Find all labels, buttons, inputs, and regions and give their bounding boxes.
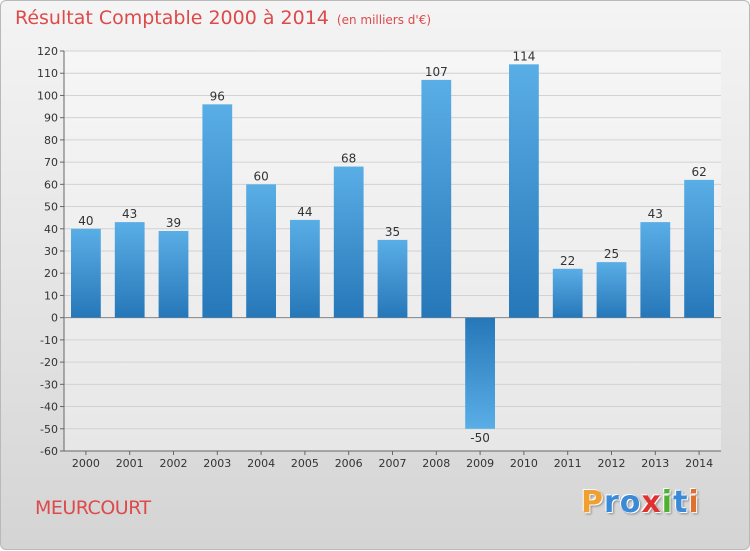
bar-2009 — [465, 317, 495, 429]
bar-value-label: 43 — [122, 207, 137, 221]
bar-value-label: 60 — [253, 169, 268, 183]
x-tick-label: 2006 — [335, 457, 363, 470]
bar-2004 — [246, 184, 276, 318]
y-tick-label: 120 — [37, 45, 58, 58]
x-tick-label: 2010 — [510, 457, 538, 470]
x-tick-label: 2012 — [598, 457, 626, 470]
logo-letter: i — [688, 485, 700, 520]
y-tick-label: 100 — [37, 89, 58, 102]
logo-letter: i — [661, 485, 674, 520]
bar-value-label: -50 — [470, 431, 490, 445]
bars — [71, 64, 714, 429]
bar-value-label: 96 — [210, 89, 225, 103]
logo-letter: t — [673, 485, 689, 520]
bar-value-label: 25 — [604, 247, 619, 261]
x-tick-label: 2009 — [466, 457, 494, 470]
proxiti-logo: Proxiti — [581, 485, 700, 520]
x-tick-label: 2014 — [685, 457, 713, 470]
y-tick-label: 40 — [44, 223, 58, 236]
y-tick-label: 10 — [44, 289, 58, 302]
y-tick-label: -20 — [40, 356, 58, 369]
bar-value-label: 107 — [425, 65, 448, 79]
y-tick-label: 70 — [44, 156, 58, 169]
bar-2014 — [684, 179, 714, 318]
bar-2011 — [552, 268, 583, 318]
bar-value-label: 40 — [78, 214, 93, 228]
commune-name: MEURCOURT — [35, 497, 151, 519]
bar-2000 — [71, 228, 101, 318]
x-tick-label: 2001 — [116, 457, 144, 470]
y-tick-label: 0 — [51, 312, 58, 325]
y-tick-label: 30 — [44, 245, 58, 258]
y-tick-label: -40 — [40, 401, 58, 414]
bar-value-label: 35 — [385, 225, 400, 239]
y-tick-label: 90 — [44, 112, 58, 125]
logo-letter: r — [604, 485, 620, 520]
y-tick-label: -10 — [40, 334, 58, 347]
x-tick-label: 2008 — [422, 457, 450, 470]
y-tick-label: 80 — [44, 134, 58, 147]
x-tick-label: 2013 — [641, 457, 669, 470]
bar-2002 — [158, 231, 189, 318]
chart-title-text: Résultat Comptable 2000 à 2014 — [15, 7, 329, 29]
bar-2013 — [640, 222, 671, 318]
bar-value-label: 39 — [166, 216, 181, 230]
bar-2006 — [333, 166, 364, 318]
y-tick-label: 60 — [44, 178, 58, 191]
x-tick-label: 2002 — [160, 457, 188, 470]
bar-labels: 40 43 39 96 60 44 68 35 107 -50 114 22 25 43 62 — [78, 49, 706, 444]
bar-2008 — [421, 79, 452, 318]
y-tick-label: -60 — [40, 445, 58, 458]
y-tick-label: -30 — [40, 378, 58, 391]
logo-letter: P — [581, 485, 604, 520]
y-tick-label: -50 — [40, 423, 58, 436]
x-tick-label: 2000 — [72, 457, 100, 470]
bar-2003 — [202, 104, 233, 318]
bar-value-label: 114 — [512, 49, 535, 63]
chart-subtitle: (en milliers d'€) — [336, 13, 432, 27]
y-tick-label: 110 — [37, 67, 58, 80]
y-tick-label: 20 — [44, 267, 58, 280]
logo-letter: x — [641, 485, 662, 520]
chart-title: Résultat Comptable 2000 à 2014 (en millie… — [15, 7, 431, 29]
bar-2001 — [114, 222, 145, 318]
x-tick-label: 2005 — [291, 457, 319, 470]
x-tick-label: 2003 — [203, 457, 231, 470]
bar-value-label: 62 — [691, 165, 706, 179]
x-tick-label: 2004 — [247, 457, 275, 470]
y-tick-label: 50 — [44, 201, 58, 214]
bar-2012 — [596, 262, 627, 318]
bar-value-label: 43 — [648, 207, 663, 221]
bar-value-label: 44 — [297, 205, 312, 219]
bar-2005 — [290, 219, 320, 318]
x-tick-label: 2007 — [379, 457, 407, 470]
bar-value-label: 68 — [341, 152, 356, 166]
bar-value-label: 22 — [560, 254, 575, 268]
bar-2007 — [377, 239, 408, 318]
bar-2010 — [509, 64, 539, 318]
logo-letter: o — [619, 485, 642, 520]
x-tick-label: 2011 — [554, 457, 582, 470]
